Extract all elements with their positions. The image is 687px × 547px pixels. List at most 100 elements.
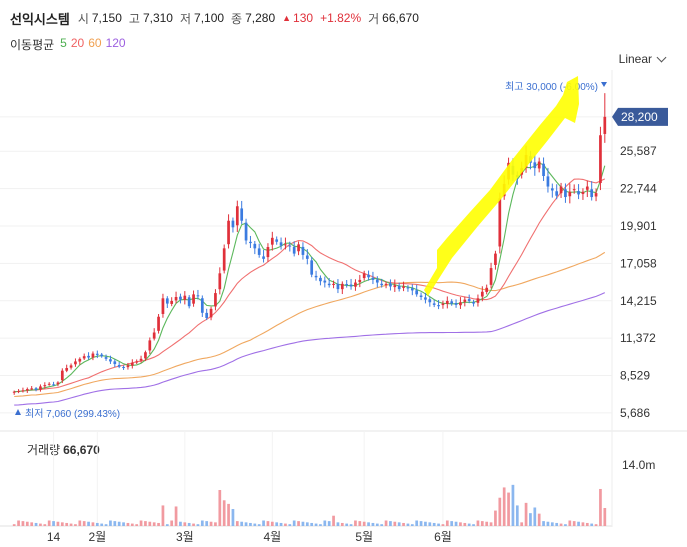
close-value: 7,280: [245, 11, 276, 25]
candle-body: [297, 244, 300, 252]
candle-body: [39, 386, 42, 390]
volume-bar: [148, 521, 152, 526]
high-marker: 최고 30,000 (-6.00%): [505, 81, 598, 93]
candle-body: [95, 353, 99, 355]
candle-body: [480, 291, 484, 297]
candle-body: [205, 312, 209, 319]
candle-body: [489, 268, 493, 285]
volume-bar: [161, 505, 165, 526]
volume-bar: [345, 523, 349, 526]
volume-bar: [39, 523, 42, 526]
open-label: 시: [77, 11, 89, 26]
volume-bar: [279, 522, 283, 526]
candle-body: [148, 340, 152, 351]
volume-bar: [174, 506, 178, 526]
volume-bar: [467, 523, 471, 526]
candle-body: [174, 297, 178, 301]
x-tick-label: 6월: [434, 530, 452, 544]
candle-body: [402, 286, 405, 288]
volume-bar: [441, 524, 445, 526]
volume-bar: [502, 487, 506, 526]
ma-60[interactable]: 60: [88, 36, 102, 50]
candle-body: [56, 382, 60, 385]
candle-body: [428, 299, 432, 303]
candle-body: [327, 283, 331, 286]
candle-body: [415, 290, 419, 295]
volume-bar: [144, 521, 147, 526]
volume-bar: [529, 513, 532, 526]
y-tick-label: 25,587: [620, 144, 657, 158]
candle-body: [581, 191, 585, 195]
volume-bar: [43, 524, 47, 526]
candle-body: [270, 237, 274, 245]
ma-60-line: [14, 251, 606, 398]
low-value: 7,100: [194, 11, 225, 25]
volume-bar: [476, 520, 480, 526]
candle-body: [200, 298, 204, 313]
volume-bar: [546, 521, 550, 526]
volume-bar: [126, 522, 130, 526]
volume-bar: [432, 522, 436, 526]
change-value: 130: [293, 11, 314, 25]
low-label: 저: [179, 11, 192, 26]
candle-body: [231, 220, 235, 228]
candle-body: [60, 370, 64, 381]
moving-average-legend[interactable]: 이동평균 5 20 60 120: [10, 36, 126, 53]
candle-body: [266, 247, 270, 258]
candle-body: [362, 273, 366, 279]
volume-bar: [454, 521, 458, 526]
scale-selector[interactable]: Linear: [619, 52, 667, 66]
volume-bar: [262, 520, 265, 526]
candle-body: [78, 358, 82, 362]
x-tick-label: 5월: [355, 530, 373, 544]
candle-body: [559, 186, 563, 194]
volume-bar: [380, 524, 384, 526]
candle-body: [292, 246, 296, 254]
volume-bar: [152, 522, 156, 526]
volume-bar: [117, 521, 121, 526]
volume-bar: [498, 497, 502, 526]
volume-bar: [555, 522, 559, 526]
candle-body: [87, 355, 90, 358]
volume-bar: [297, 521, 300, 526]
ma-5[interactable]: 5: [60, 36, 67, 50]
candle-body: [424, 297, 427, 300]
candle-body: [25, 389, 29, 391]
candle-body: [109, 359, 112, 362]
volume-bar: [183, 522, 187, 526]
candle-body: [227, 220, 230, 245]
volume-bar: [21, 521, 25, 526]
volume-bar: [139, 520, 143, 526]
ma-120[interactable]: 120: [105, 36, 126, 50]
candle-body: [476, 298, 480, 303]
y-tick-label: 14,215: [620, 294, 657, 308]
candle-body: [441, 303, 445, 306]
candle-body: [314, 275, 318, 278]
volume-bar: [157, 522, 160, 526]
volume-bar: [371, 522, 375, 526]
candle-body: [599, 135, 602, 184]
x-tick-label: 2월: [88, 530, 106, 544]
y-tick-label: 11,372: [620, 331, 656, 345]
candle-body: [389, 283, 392, 287]
ma-20[interactable]: 20: [70, 36, 85, 50]
candle-body: [235, 206, 239, 226]
candle-body: [367, 274, 370, 278]
candle-body: [494, 253, 497, 265]
volume-bar: [179, 521, 182, 526]
open-value: 7,150: [91, 11, 122, 25]
candle-body: [165, 298, 169, 304]
volume-bar: [524, 502, 528, 526]
candle-body: [555, 191, 559, 196]
volume-bar: [515, 505, 519, 526]
candle-body: [253, 243, 257, 249]
volume-bar: [450, 521, 454, 526]
volume-bar: [95, 522, 99, 526]
candle-body: [152, 332, 156, 339]
volume-bar: [314, 523, 318, 526]
candle-body: [445, 300, 449, 304]
volume-bar: [494, 510, 497, 526]
candle-body: [450, 301, 454, 304]
volume-bar: [240, 521, 244, 526]
